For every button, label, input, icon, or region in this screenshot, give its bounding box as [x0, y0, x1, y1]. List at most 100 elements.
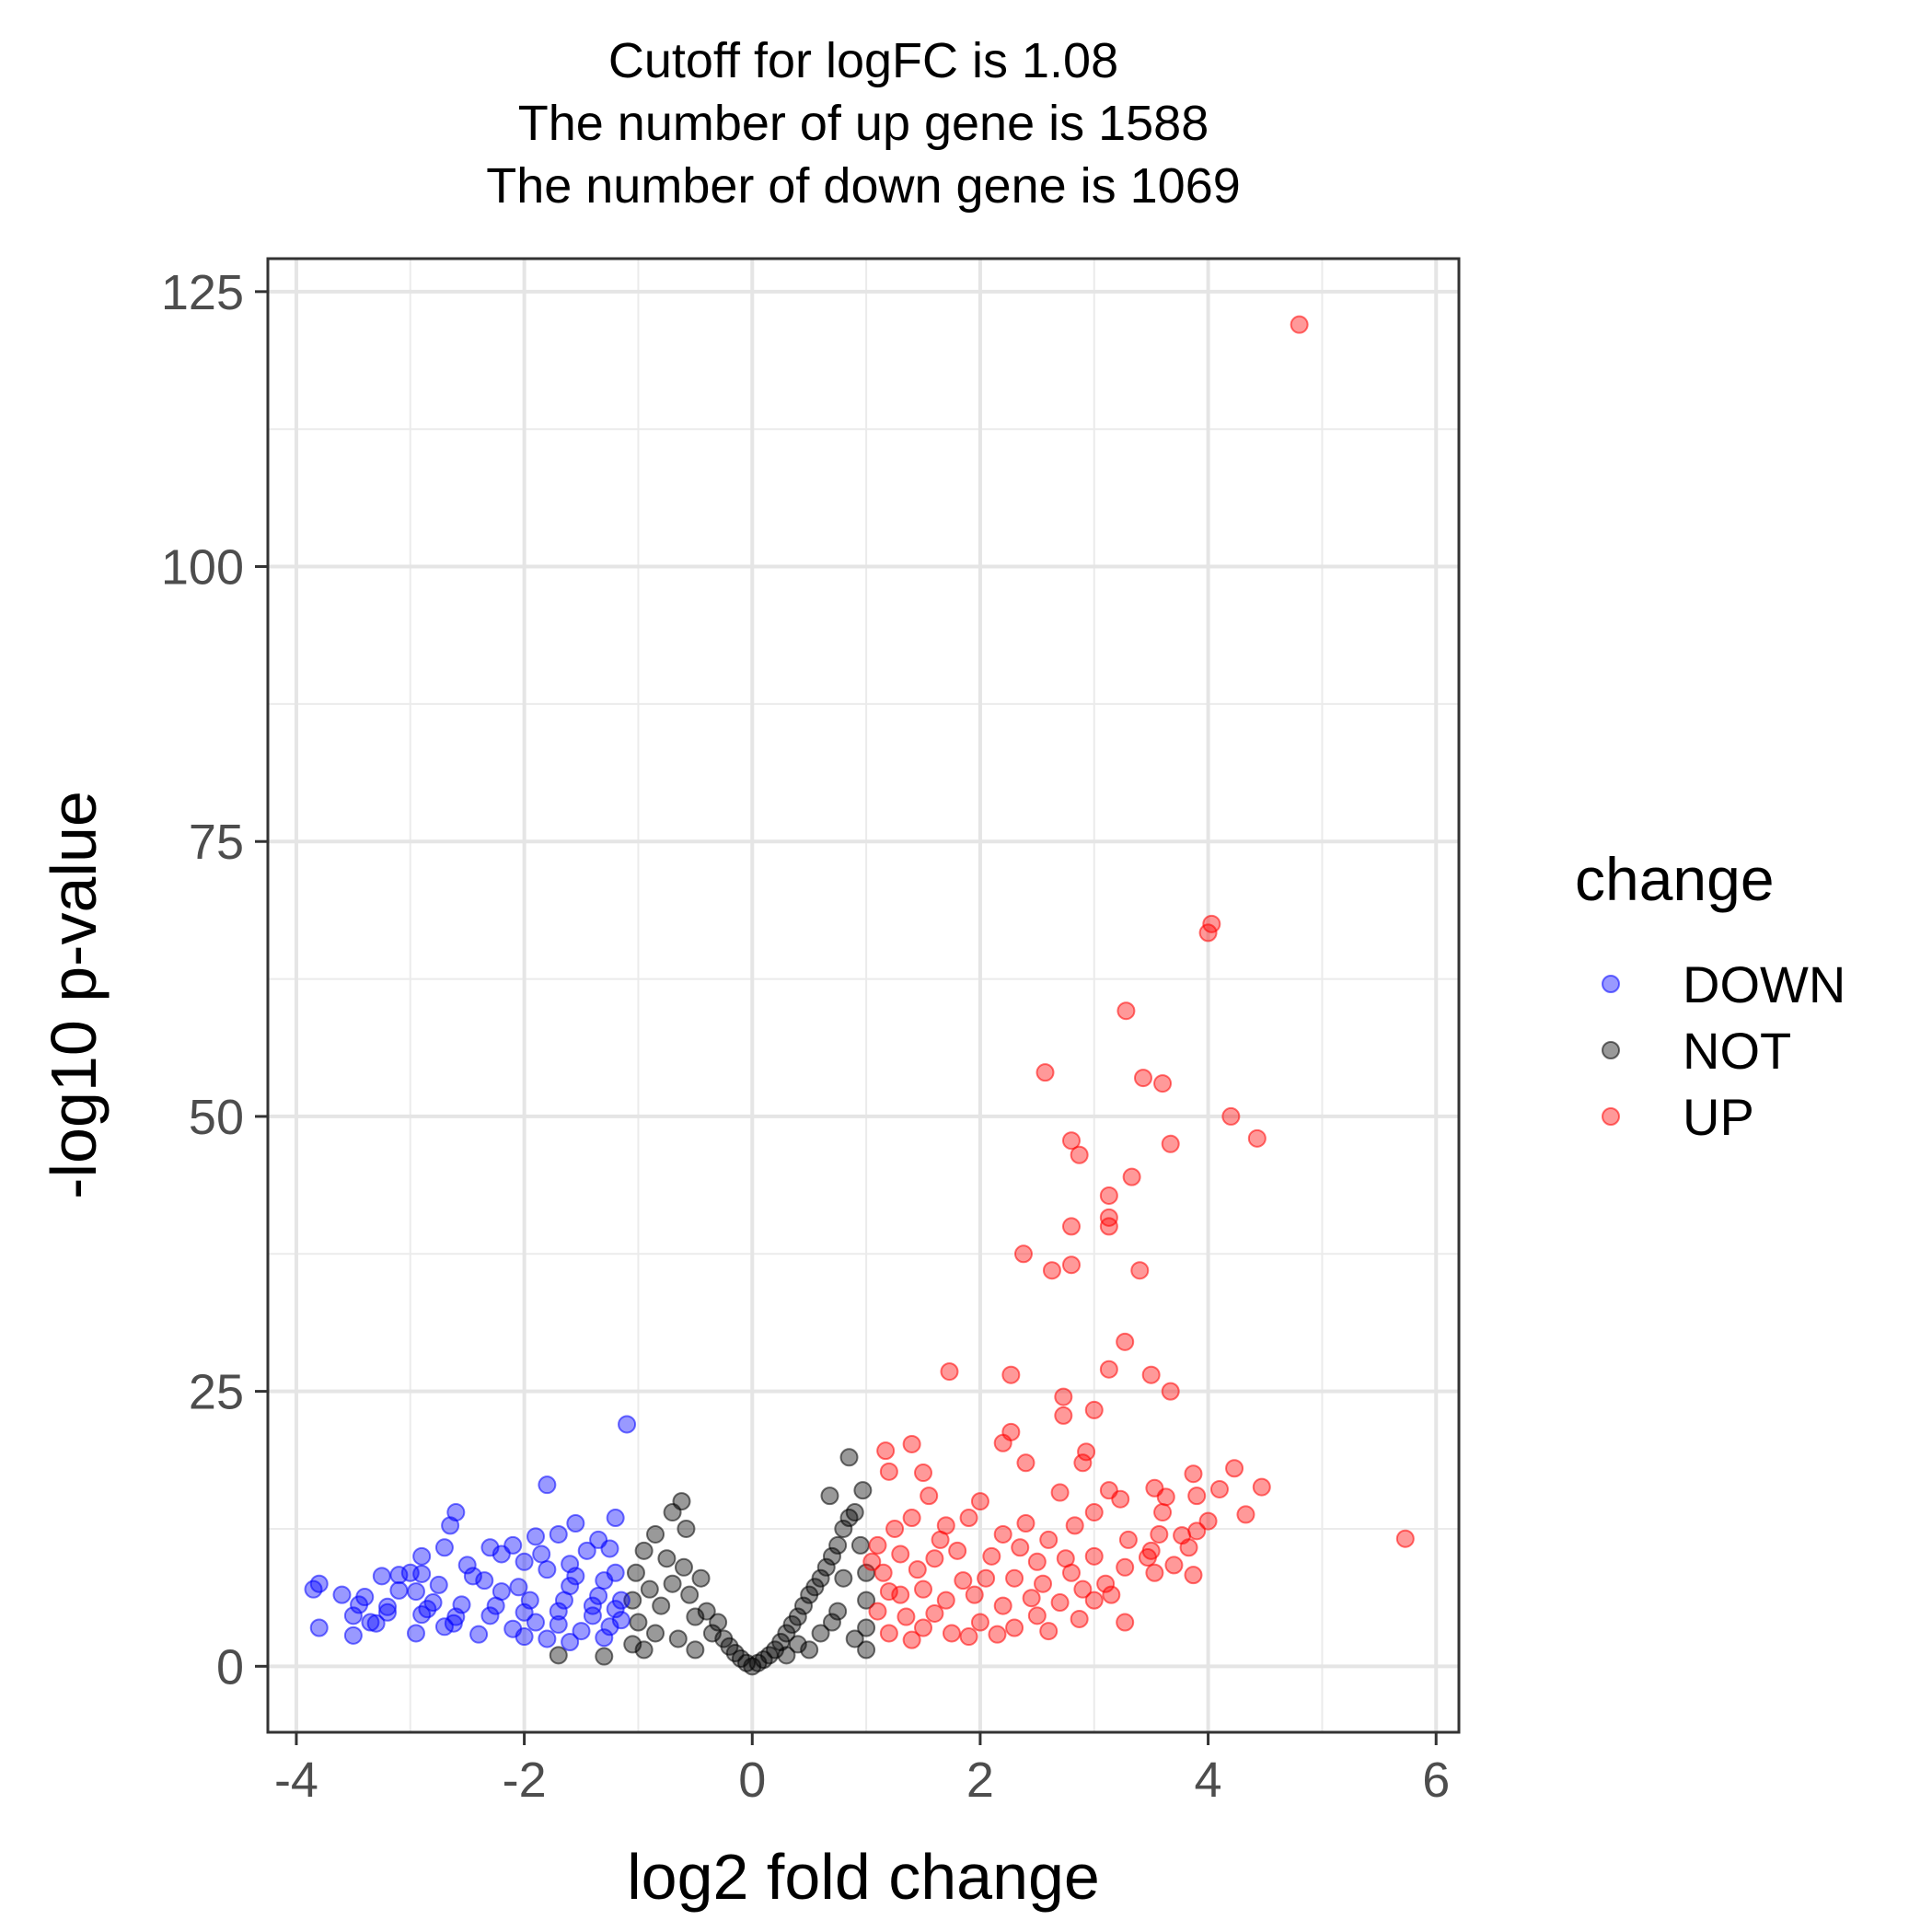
y-tick-label: 75 — [189, 815, 244, 870]
point-down — [406, 1582, 425, 1602]
point-up — [1225, 1459, 1244, 1478]
point-not — [646, 1524, 665, 1544]
point-down — [406, 1624, 425, 1643]
point-up — [1054, 1387, 1073, 1406]
point-not — [646, 1624, 665, 1643]
point-down — [554, 1591, 573, 1610]
point-up — [1061, 1131, 1081, 1151]
point-up — [876, 1441, 896, 1461]
plot-panel — [268, 259, 1459, 1732]
legend-label-down: DOWN — [1683, 955, 1845, 1013]
point-up — [879, 1462, 898, 1481]
point-up — [1013, 1244, 1033, 1264]
point-up — [862, 1552, 882, 1571]
point-down — [509, 1578, 528, 1597]
point-down — [480, 1606, 500, 1625]
point-down — [589, 1586, 608, 1605]
point-not — [691, 1568, 711, 1588]
point-down — [400, 1563, 420, 1582]
point-down — [600, 1539, 619, 1558]
point-up — [1056, 1549, 1075, 1568]
point-not — [839, 1448, 859, 1467]
legend-label-up: UP — [1683, 1088, 1754, 1146]
point-down — [343, 1606, 363, 1625]
point-up — [1130, 1261, 1150, 1280]
point-up — [1209, 1479, 1229, 1498]
point-up — [1035, 1063, 1055, 1082]
title-line-3: The number of down gene is 1069 — [486, 158, 1241, 214]
point-down — [526, 1613, 545, 1632]
point-down — [492, 1544, 511, 1564]
chart-title: Cutoff for logFC is 1.08 The number of u… — [486, 33, 1241, 214]
point-up — [959, 1509, 978, 1528]
point-down — [572, 1622, 591, 1641]
point-not — [657, 1549, 677, 1568]
point-not — [816, 1557, 836, 1577]
point-up — [993, 1524, 1012, 1544]
point-down — [538, 1629, 557, 1649]
point-up — [1122, 1167, 1141, 1186]
panel-border — [266, 257, 1461, 1734]
point-not — [777, 1646, 796, 1665]
point-not — [677, 1519, 696, 1538]
point-up — [1073, 1453, 1093, 1473]
point-up — [1116, 1557, 1135, 1577]
point-not — [672, 1492, 691, 1511]
point-up — [1016, 1453, 1035, 1473]
y-axis-title: -log10 p-value — [38, 791, 110, 1199]
point-up — [1070, 1609, 1089, 1628]
point-up — [1145, 1563, 1164, 1582]
point-up — [1039, 1530, 1059, 1549]
point-up — [1161, 1134, 1180, 1153]
point-up — [1236, 1505, 1255, 1524]
point-not — [820, 1487, 839, 1506]
point-up — [1022, 1589, 1041, 1608]
point-down — [378, 1597, 398, 1616]
point-down — [532, 1544, 551, 1564]
point-up — [988, 1625, 1007, 1644]
point-up — [982, 1546, 1001, 1566]
point-up — [1116, 1332, 1135, 1351]
point-up — [1161, 1382, 1180, 1401]
point-not — [857, 1591, 876, 1610]
point-up — [914, 1463, 933, 1483]
point-not — [845, 1503, 864, 1522]
point-down — [606, 1563, 625, 1582]
point-up — [925, 1549, 944, 1568]
point-up — [1133, 1069, 1152, 1088]
point-up — [908, 1560, 927, 1579]
point-not — [788, 1607, 807, 1626]
point-up — [1073, 1579, 1093, 1599]
point-not — [640, 1579, 659, 1599]
legend-title: change — [1575, 845, 1775, 913]
point-up — [970, 1613, 989, 1632]
point-up — [902, 1509, 921, 1528]
x-tick-label: 6 — [1422, 1753, 1450, 1808]
point-down — [577, 1541, 596, 1560]
point-not — [834, 1568, 853, 1588]
point-not — [788, 1635, 807, 1654]
point-not — [595, 1647, 614, 1666]
point-down — [378, 1602, 398, 1622]
point-up — [1099, 1186, 1118, 1205]
point-up — [959, 1627, 978, 1647]
point-not — [822, 1613, 841, 1632]
point-down — [515, 1627, 534, 1647]
point-up — [1016, 1513, 1035, 1533]
legend-key-up — [1602, 1107, 1620, 1126]
point-down — [444, 1614, 463, 1633]
point-down — [611, 1591, 631, 1610]
title-line-1: Cutoff for logFC is 1.08 — [608, 33, 1118, 88]
y-tick-label: 100 — [161, 540, 244, 596]
point-up — [914, 1579, 933, 1599]
point-down — [538, 1475, 557, 1495]
point-down — [469, 1625, 489, 1644]
point-not — [634, 1640, 654, 1660]
point-down — [309, 1618, 329, 1637]
point-down — [583, 1596, 602, 1615]
point-up — [1198, 923, 1218, 943]
point-down — [412, 1546, 432, 1566]
point-down — [549, 1524, 568, 1544]
point-not — [845, 1629, 864, 1649]
